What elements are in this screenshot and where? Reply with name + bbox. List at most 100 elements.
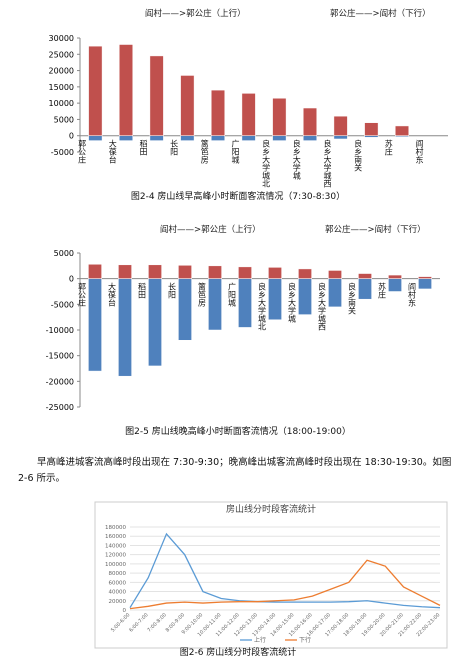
y-tick-label: -20000 bbox=[46, 377, 74, 386]
bar bbox=[241, 135, 256, 141]
bar bbox=[149, 135, 164, 141]
category-label: 良乡大学城 bbox=[292, 139, 301, 181]
bar bbox=[238, 266, 252, 279]
bar bbox=[149, 55, 164, 136]
chart-frame bbox=[94, 501, 448, 649]
category-label: 广阳城 bbox=[228, 282, 237, 308]
bar bbox=[148, 278, 162, 367]
y-tick-label: 15000 bbox=[49, 83, 74, 92]
bar bbox=[241, 93, 256, 136]
category-label: 阎村东 bbox=[408, 283, 417, 307]
bar bbox=[88, 135, 103, 141]
category-label: 阎村东 bbox=[415, 140, 424, 164]
caption: 图2-5 房山线晚高峰小时断面客流情况（18:00-19:00） bbox=[125, 425, 351, 437]
bar bbox=[303, 107, 317, 136]
bar bbox=[303, 135, 317, 141]
category-label: 长阳 bbox=[170, 139, 179, 157]
bar bbox=[180, 75, 195, 136]
category-label: 篱笆房 bbox=[198, 282, 207, 308]
bar bbox=[418, 276, 432, 279]
bar bbox=[298, 278, 312, 315]
bar bbox=[395, 135, 409, 137]
legend-label: 郭公庄——>阎村（下行） bbox=[325, 224, 426, 235]
category-label: 大葆台 bbox=[108, 139, 117, 165]
bar bbox=[148, 264, 162, 279]
y-tick-label: 5000 bbox=[54, 249, 74, 258]
category-label: 稻田 bbox=[138, 282, 147, 300]
category-label: 广阳城 bbox=[231, 139, 240, 165]
legend-label: 上行 bbox=[254, 636, 266, 644]
chart-title: 房山线分时段客流统计 bbox=[226, 503, 316, 515]
bar bbox=[180, 135, 195, 141]
bar bbox=[333, 135, 348, 140]
legend-label: 郭公庄——>阎村（下行） bbox=[330, 8, 431, 19]
y-tick-label: 0 bbox=[69, 275, 74, 284]
y-tick-label: -15000 bbox=[46, 352, 74, 361]
bar bbox=[364, 122, 379, 136]
bar bbox=[238, 278, 252, 328]
y-tick-label: 40000 bbox=[109, 590, 127, 596]
y-tick-label: 20000 bbox=[109, 599, 127, 605]
y-tick-label: 0 bbox=[69, 132, 74, 141]
category-label: 苏庄 bbox=[378, 282, 387, 300]
bar bbox=[358, 278, 372, 300]
category-label: 良乡大学城北 bbox=[258, 282, 267, 332]
y-tick-label: 180000 bbox=[105, 525, 126, 531]
y-tick-label: -25000 bbox=[46, 403, 74, 412]
bar bbox=[328, 278, 342, 308]
bar bbox=[208, 278, 222, 331]
bar bbox=[211, 89, 225, 136]
category-label: 郭公庄 bbox=[78, 139, 87, 165]
bar bbox=[211, 135, 225, 141]
y-tick-label: -5000 bbox=[51, 300, 74, 309]
bar bbox=[118, 264, 132, 279]
y-tick-label: 80000 bbox=[109, 571, 127, 577]
bar bbox=[88, 264, 102, 279]
y-tick-label: 160000 bbox=[105, 534, 126, 540]
legend-label: 阎村——>郭公庄（上行） bbox=[145, 8, 246, 19]
y-tick-label: -10000 bbox=[46, 326, 74, 335]
category-label: 大葆台 bbox=[108, 282, 117, 308]
category-label: 良乡南关 bbox=[354, 139, 363, 173]
bar bbox=[418, 278, 432, 290]
bar bbox=[268, 267, 282, 279]
y-tick-label: 60000 bbox=[109, 580, 127, 586]
bar bbox=[358, 273, 372, 279]
bar bbox=[395, 125, 409, 136]
bar bbox=[178, 265, 192, 279]
bar bbox=[119, 135, 133, 141]
paragraph: 早高峰进城客流高峰时段出现在 7:30-9:30；晚高峰出城客流高峰时段出现在 … bbox=[18, 457, 452, 484]
y-tick-label: 5000 bbox=[54, 115, 74, 124]
category-label: 良乡大学城西 bbox=[318, 282, 327, 332]
bar bbox=[119, 44, 133, 136]
bar bbox=[118, 278, 132, 377]
legend-label: 阎村——>郭公庄（上行） bbox=[160, 224, 261, 235]
y-tick-label: -5000 bbox=[51, 148, 74, 157]
category-label: 苏庄 bbox=[384, 139, 393, 157]
bar bbox=[272, 135, 287, 141]
line-series bbox=[129, 532, 441, 609]
y-tick-label: 10000 bbox=[49, 99, 74, 108]
category-label: 稻田 bbox=[139, 139, 148, 157]
bar bbox=[272, 98, 287, 136]
bar bbox=[298, 268, 312, 279]
category-label: 郭公庄 bbox=[78, 282, 87, 308]
category-label: 篱笆房 bbox=[200, 139, 209, 165]
y-tick-label: 0 bbox=[123, 608, 127, 614]
category-label: 良乡大学城西 bbox=[323, 139, 332, 189]
bar bbox=[208, 265, 222, 279]
y-tick-label: 30000 bbox=[49, 34, 74, 43]
bar bbox=[364, 135, 379, 138]
y-tick-label: 120000 bbox=[105, 553, 126, 559]
legend-label: 下行 bbox=[299, 636, 311, 644]
bar bbox=[88, 45, 103, 136]
bar bbox=[333, 115, 348, 136]
bar bbox=[388, 274, 402, 279]
category-label: 良乡南关 bbox=[348, 282, 357, 316]
bar bbox=[388, 278, 402, 292]
bar bbox=[328, 270, 342, 279]
bar bbox=[268, 278, 282, 320]
category-label: 良乡大学城北 bbox=[262, 139, 271, 189]
